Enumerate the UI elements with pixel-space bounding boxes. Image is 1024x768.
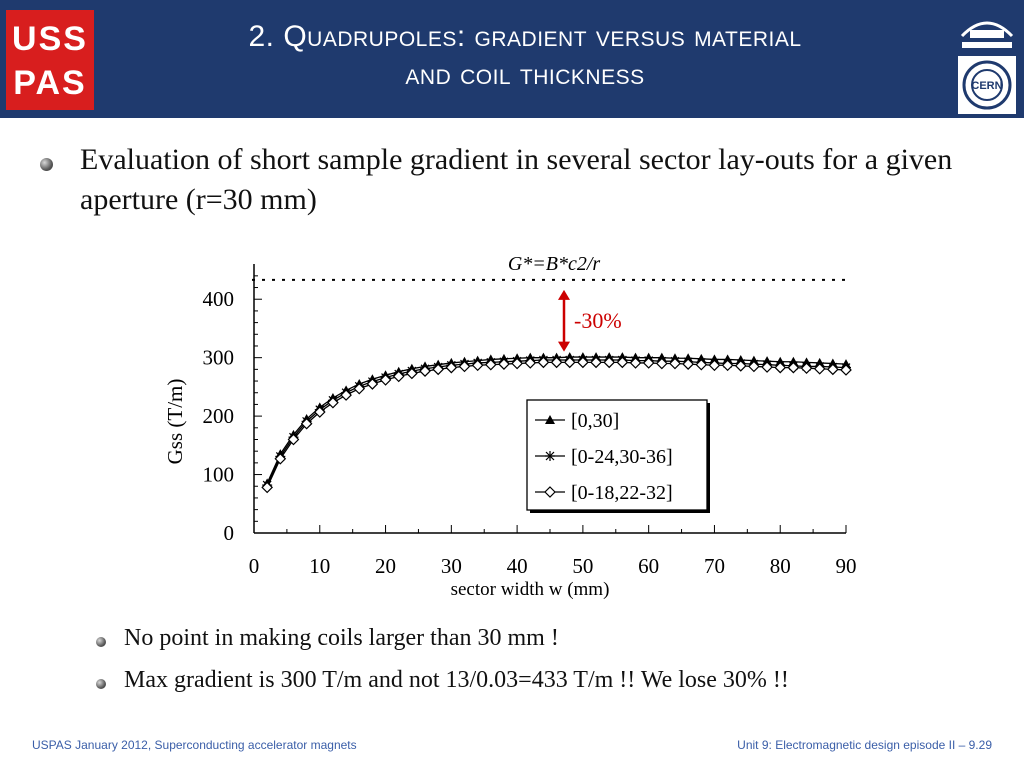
data-point-diamond xyxy=(577,356,589,369)
data-point-diamond xyxy=(813,362,826,375)
usspas-logo: USS PAS xyxy=(6,10,94,110)
x-tick-label: 50 xyxy=(572,554,593,578)
data-point-diamond xyxy=(840,364,852,376)
data-point-diamond xyxy=(379,374,392,386)
header-bar: USS PAS 2. Quadrupoles: gradient versus … xyxy=(0,0,1024,118)
data-point-diamond xyxy=(261,481,274,494)
cern-logo: CERN xyxy=(958,56,1016,114)
data-point-diamond xyxy=(550,356,563,369)
data-point-diamond xyxy=(708,359,721,372)
data-point-diamond xyxy=(406,367,418,380)
x-tick-label: 30 xyxy=(441,554,462,578)
data-point-diamond xyxy=(524,357,537,369)
legend-entry: [0-24,30-36] xyxy=(535,446,673,468)
data-point-diamond xyxy=(669,357,681,370)
main-bullet-text: Evaluation of short sample gradient in s… xyxy=(80,143,953,216)
data-point-diamond xyxy=(419,365,431,377)
legend-entry: [0-18,22-32] xyxy=(535,482,673,504)
data-point-diamond xyxy=(826,363,839,376)
data-point-diamond xyxy=(721,359,734,372)
x-tick-label: 80 xyxy=(770,554,791,578)
data-point-diamond xyxy=(484,358,497,371)
x-tick-label: 40 xyxy=(507,554,528,578)
sub-bullet-2-text: Max gradient is 300 T/m and not 13/0.03=… xyxy=(124,667,789,693)
series-2 xyxy=(261,356,852,494)
legend-label: [0,30] xyxy=(571,410,619,432)
x-tick-label: 0 xyxy=(249,554,260,578)
data-point-diamond xyxy=(313,406,326,418)
title-line-1: 2. Quadrupoles: gradient versus material xyxy=(248,20,802,53)
x-tick-label: 70 xyxy=(704,554,725,578)
data-point-diamond xyxy=(300,417,313,430)
data-point-diamond xyxy=(787,361,800,374)
x-axis-label: sector width w (mm) xyxy=(451,579,610,600)
y-tick-label: 300 xyxy=(203,346,235,370)
data-point-diamond xyxy=(287,433,300,446)
footer-page: Unit 9: Electromagnetic design episode I… xyxy=(737,738,992,752)
y-tick-label: 0 xyxy=(224,521,235,545)
svg-text:PAS: PAS xyxy=(13,64,86,102)
legend-label: [0-18,22-32] xyxy=(571,482,673,504)
reference-line-label: G*=B*c2/r xyxy=(508,253,601,275)
sub-bullet-icon xyxy=(96,637,106,647)
svg-text:CERN: CERN xyxy=(971,80,1002,92)
x-tick-label: 10 xyxy=(309,554,330,578)
data-point-diamond xyxy=(537,356,550,369)
berkeley-lab-logo xyxy=(960,21,1014,48)
y-tick-label: 100 xyxy=(203,463,235,487)
data-point-diamond xyxy=(590,356,602,369)
data-point-diamond xyxy=(340,389,352,401)
data-point-diamond xyxy=(682,358,694,370)
data-point-star xyxy=(545,451,555,461)
data-point-diamond xyxy=(655,357,668,370)
sub-bullet-icon xyxy=(96,679,106,689)
y-tick-label: 400 xyxy=(203,287,235,311)
data-point-diamond xyxy=(695,358,708,371)
data-point-diamond xyxy=(458,360,471,373)
data-point-diamond xyxy=(432,363,445,376)
data-point-diamond xyxy=(445,361,458,374)
svg-text:USS: USS xyxy=(12,20,88,58)
data-point-diamond xyxy=(563,356,576,369)
data-point-diamond xyxy=(544,486,556,498)
data-point-diamond xyxy=(761,361,773,373)
data-point-diamond xyxy=(629,357,642,369)
y-axis-label: Gss (T/m) xyxy=(163,379,187,465)
gradient-chart: 0 100 200 300 400 0 10 20 30 40 50 60 70 80 90 sector w… xyxy=(163,253,857,600)
data-point-diamond xyxy=(274,452,287,465)
reduction-annotation: -30% xyxy=(574,308,622,333)
x-tick-label: 60 xyxy=(638,554,659,578)
arrow-head-down xyxy=(558,341,570,352)
data-point-diamond xyxy=(327,396,339,409)
x-tick-label: 90 xyxy=(836,554,857,578)
data-point-diamond xyxy=(734,360,747,372)
page-title: 2. Quadrupoles: gradient versus material… xyxy=(110,18,940,94)
data-point-diamond xyxy=(366,378,379,390)
data-point-diamond xyxy=(748,360,760,373)
data-point-triangle xyxy=(545,415,555,424)
x-tick-label: 20 xyxy=(375,554,396,578)
arrow-head-up xyxy=(558,289,570,300)
y-tick-label: 200 xyxy=(203,404,235,428)
data-point-diamond xyxy=(498,358,510,370)
legend-entry: [0,30] xyxy=(535,410,619,432)
data-point-diamond xyxy=(616,356,629,369)
legend-label: [0-24,30-36] xyxy=(571,446,673,468)
title-line-2: and coil thickness xyxy=(405,58,645,91)
data-point-diamond xyxy=(800,362,813,375)
data-point-diamond xyxy=(774,361,787,374)
data-point-diamond xyxy=(392,370,405,383)
data-point-diamond xyxy=(471,359,484,372)
data-point-diamond xyxy=(603,356,616,369)
data-point-diamond xyxy=(511,357,523,370)
footer-course: USPAS January 2012, Superconducting acce… xyxy=(32,738,357,752)
data-point-diamond xyxy=(353,382,366,395)
sub-bullet-1-text: No point in making coils larger than 30 … xyxy=(124,625,559,651)
data-point-diamond xyxy=(642,357,655,369)
bullet-icon xyxy=(40,158,53,171)
